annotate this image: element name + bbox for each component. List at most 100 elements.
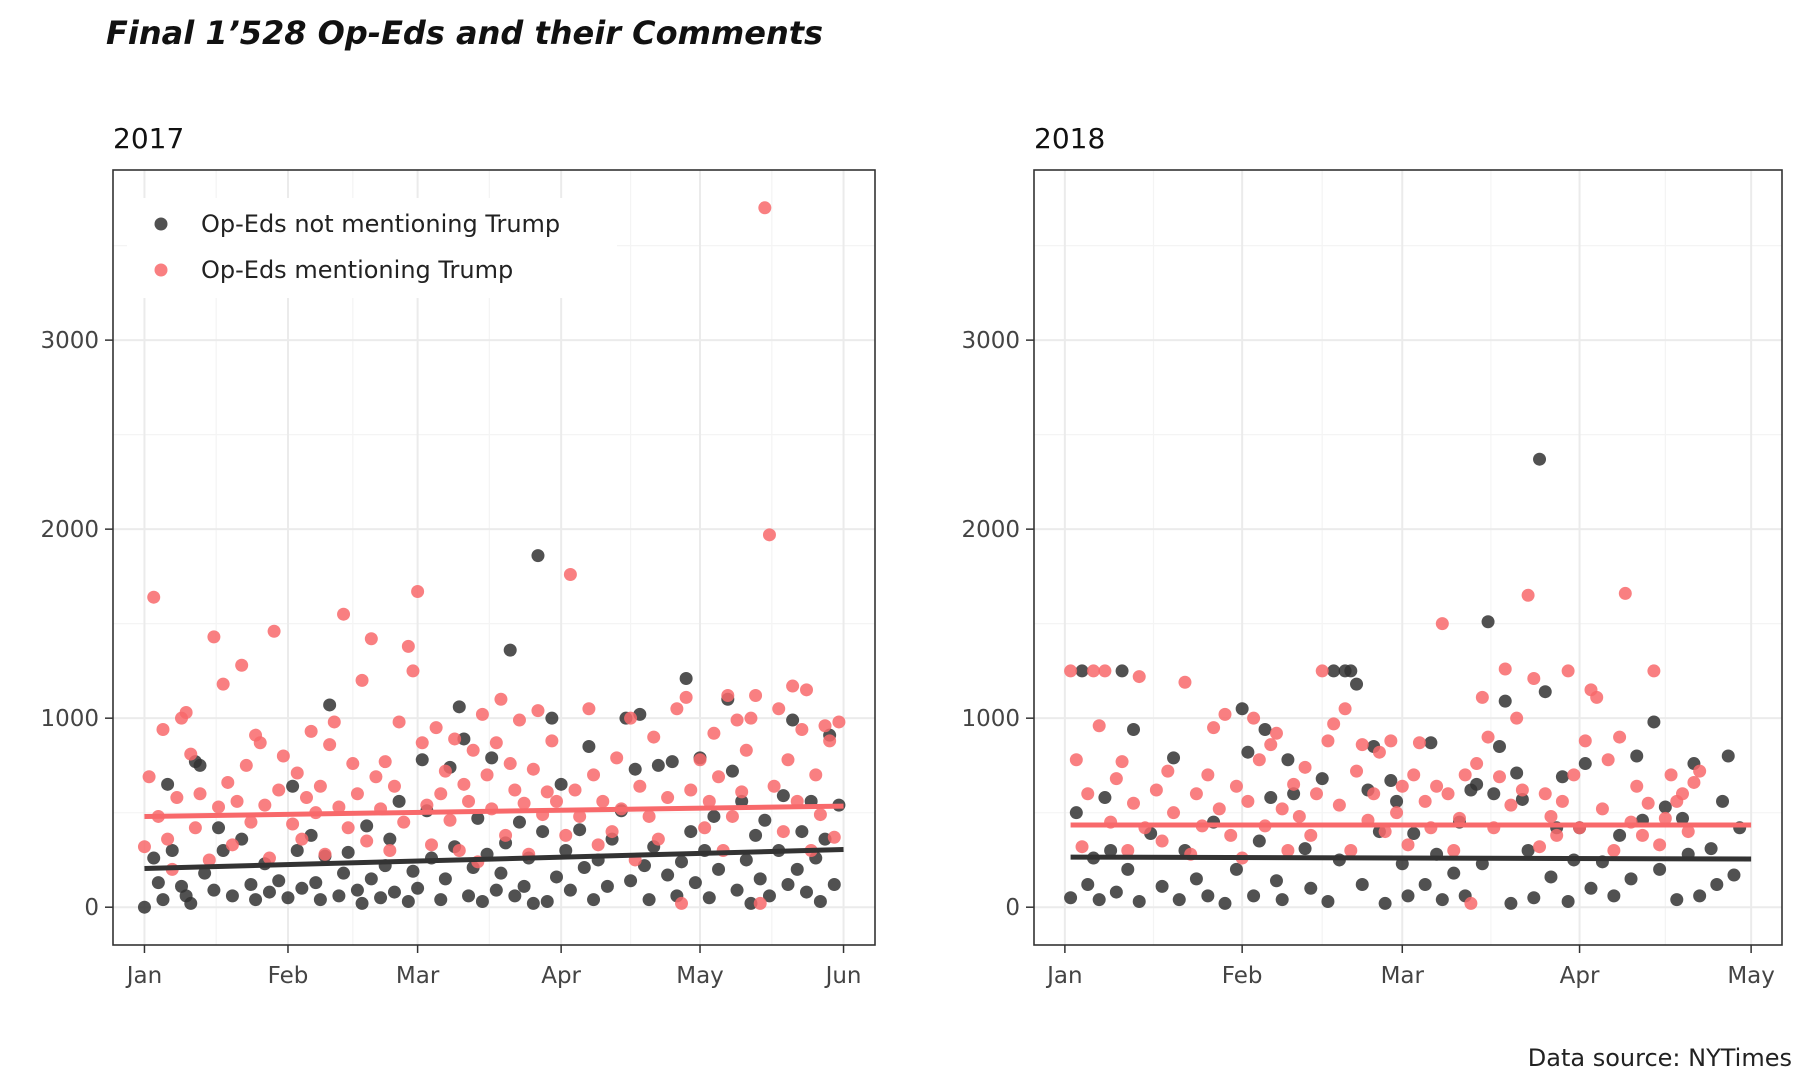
point-trump — [1401, 838, 1415, 852]
point-not-trump — [452, 700, 466, 714]
y-tick-label: 1000 — [961, 706, 1020, 732]
point-not-trump — [735, 794, 749, 808]
point-not-trump — [1487, 787, 1501, 801]
point-trump — [323, 738, 337, 752]
point-trump — [1647, 664, 1661, 678]
point-trump — [161, 832, 175, 846]
point-not-trump — [559, 843, 573, 857]
point-trump — [1447, 843, 1461, 857]
point-trump — [610, 751, 624, 765]
point-trump — [369, 770, 383, 784]
point-trump — [1395, 779, 1409, 793]
point-not-trump — [536, 825, 550, 839]
x-tick-label: Mar — [396, 963, 440, 989]
point-not-trump — [1653, 862, 1667, 876]
point-trump — [596, 794, 610, 808]
point-trump — [1201, 768, 1215, 782]
point-not-trump — [1344, 664, 1358, 678]
point-trump — [531, 704, 545, 718]
point-trump — [1555, 794, 1569, 808]
point-not-trump — [1544, 870, 1558, 884]
point-not-trump — [781, 878, 795, 892]
point-trump — [438, 764, 452, 778]
point-trump — [1635, 828, 1649, 842]
point-trump — [702, 794, 716, 808]
point-trump — [647, 730, 661, 744]
y-tick-label: 3000 — [40, 328, 99, 354]
point-trump — [818, 719, 832, 733]
point-not-trump — [374, 891, 388, 905]
point-not-trump — [434, 893, 448, 907]
point-trump — [800, 683, 814, 697]
point-trump — [1515, 783, 1529, 797]
point-trump — [517, 796, 531, 810]
legend-label: Op-Eds mentioning Trump — [201, 256, 513, 284]
point-not-trump — [753, 872, 767, 886]
point-trump — [230, 794, 244, 808]
point-not-trump — [1578, 757, 1592, 771]
x-tick-label: Apr — [1560, 963, 1600, 989]
point-not-trump — [1630, 749, 1644, 763]
point-not-trump — [628, 762, 642, 776]
point-not-trump — [1350, 677, 1364, 691]
point-trump — [772, 702, 786, 716]
point-not-trump — [739, 853, 753, 867]
point-trump — [809, 768, 823, 782]
point-trump — [304, 724, 318, 738]
point-trump — [1092, 719, 1106, 733]
point-trump — [1687, 775, 1701, 789]
point-not-trump — [1127, 723, 1141, 737]
point-trump — [457, 777, 471, 791]
point-not-trump — [624, 874, 638, 888]
point-trump — [378, 755, 392, 769]
point-not-trump — [198, 866, 212, 880]
point-trump — [813, 808, 827, 822]
point-trump — [1498, 662, 1512, 676]
panel-2017: 2017 0 1000 2000 3000 Jan Feb Mar Apr May Jun Op-Ed… — [40, 122, 876, 989]
point-not-trump — [651, 758, 665, 772]
point-trump — [1132, 670, 1146, 684]
point-trump — [1607, 843, 1621, 857]
point-trump — [1115, 755, 1129, 769]
point-trump — [1212, 802, 1226, 816]
point-not-trump — [1287, 787, 1301, 801]
point-not-trump — [1315, 772, 1329, 786]
point-not-trump — [364, 872, 378, 886]
point-not-trump — [790, 862, 804, 876]
point-not-trump — [341, 845, 355, 859]
point-not-trump — [1304, 881, 1318, 895]
point-trump — [1601, 753, 1615, 767]
point-not-trump — [323, 698, 337, 712]
point-not-trump — [1670, 893, 1684, 907]
point-trump — [1218, 707, 1232, 721]
point-not-trump — [249, 893, 263, 907]
point-trump — [1544, 809, 1558, 823]
point-not-trump — [1264, 791, 1278, 805]
point-trump — [253, 736, 267, 750]
point-not-trump — [1241, 745, 1255, 759]
panel-2018: 2018 0 1000 2000 3000 Jan Feb Mar Apr May — [961, 122, 1783, 989]
point-trump — [434, 787, 448, 801]
point-trump — [267, 624, 281, 638]
point-not-trump — [1390, 794, 1404, 808]
point-trump — [448, 732, 462, 746]
point-not-trump — [471, 811, 485, 825]
point-not-trump — [1515, 792, 1529, 806]
point-trump — [494, 692, 508, 706]
point-not-trump — [207, 883, 221, 897]
point-trump — [401, 639, 415, 653]
point-not-trump — [1538, 685, 1552, 699]
point-trump — [443, 813, 457, 827]
point-not-trump — [800, 885, 814, 899]
point-trump — [1338, 702, 1352, 716]
point-trump — [1292, 809, 1306, 823]
point-trump — [762, 528, 776, 542]
point-trump — [1641, 796, 1655, 810]
point-trump — [489, 736, 503, 750]
point-trump — [1533, 840, 1547, 854]
point-not-trump — [545, 711, 559, 725]
point-trump — [795, 723, 809, 737]
point-trump — [832, 715, 846, 729]
point-trump — [1281, 843, 1295, 857]
point-not-trump — [462, 889, 476, 903]
